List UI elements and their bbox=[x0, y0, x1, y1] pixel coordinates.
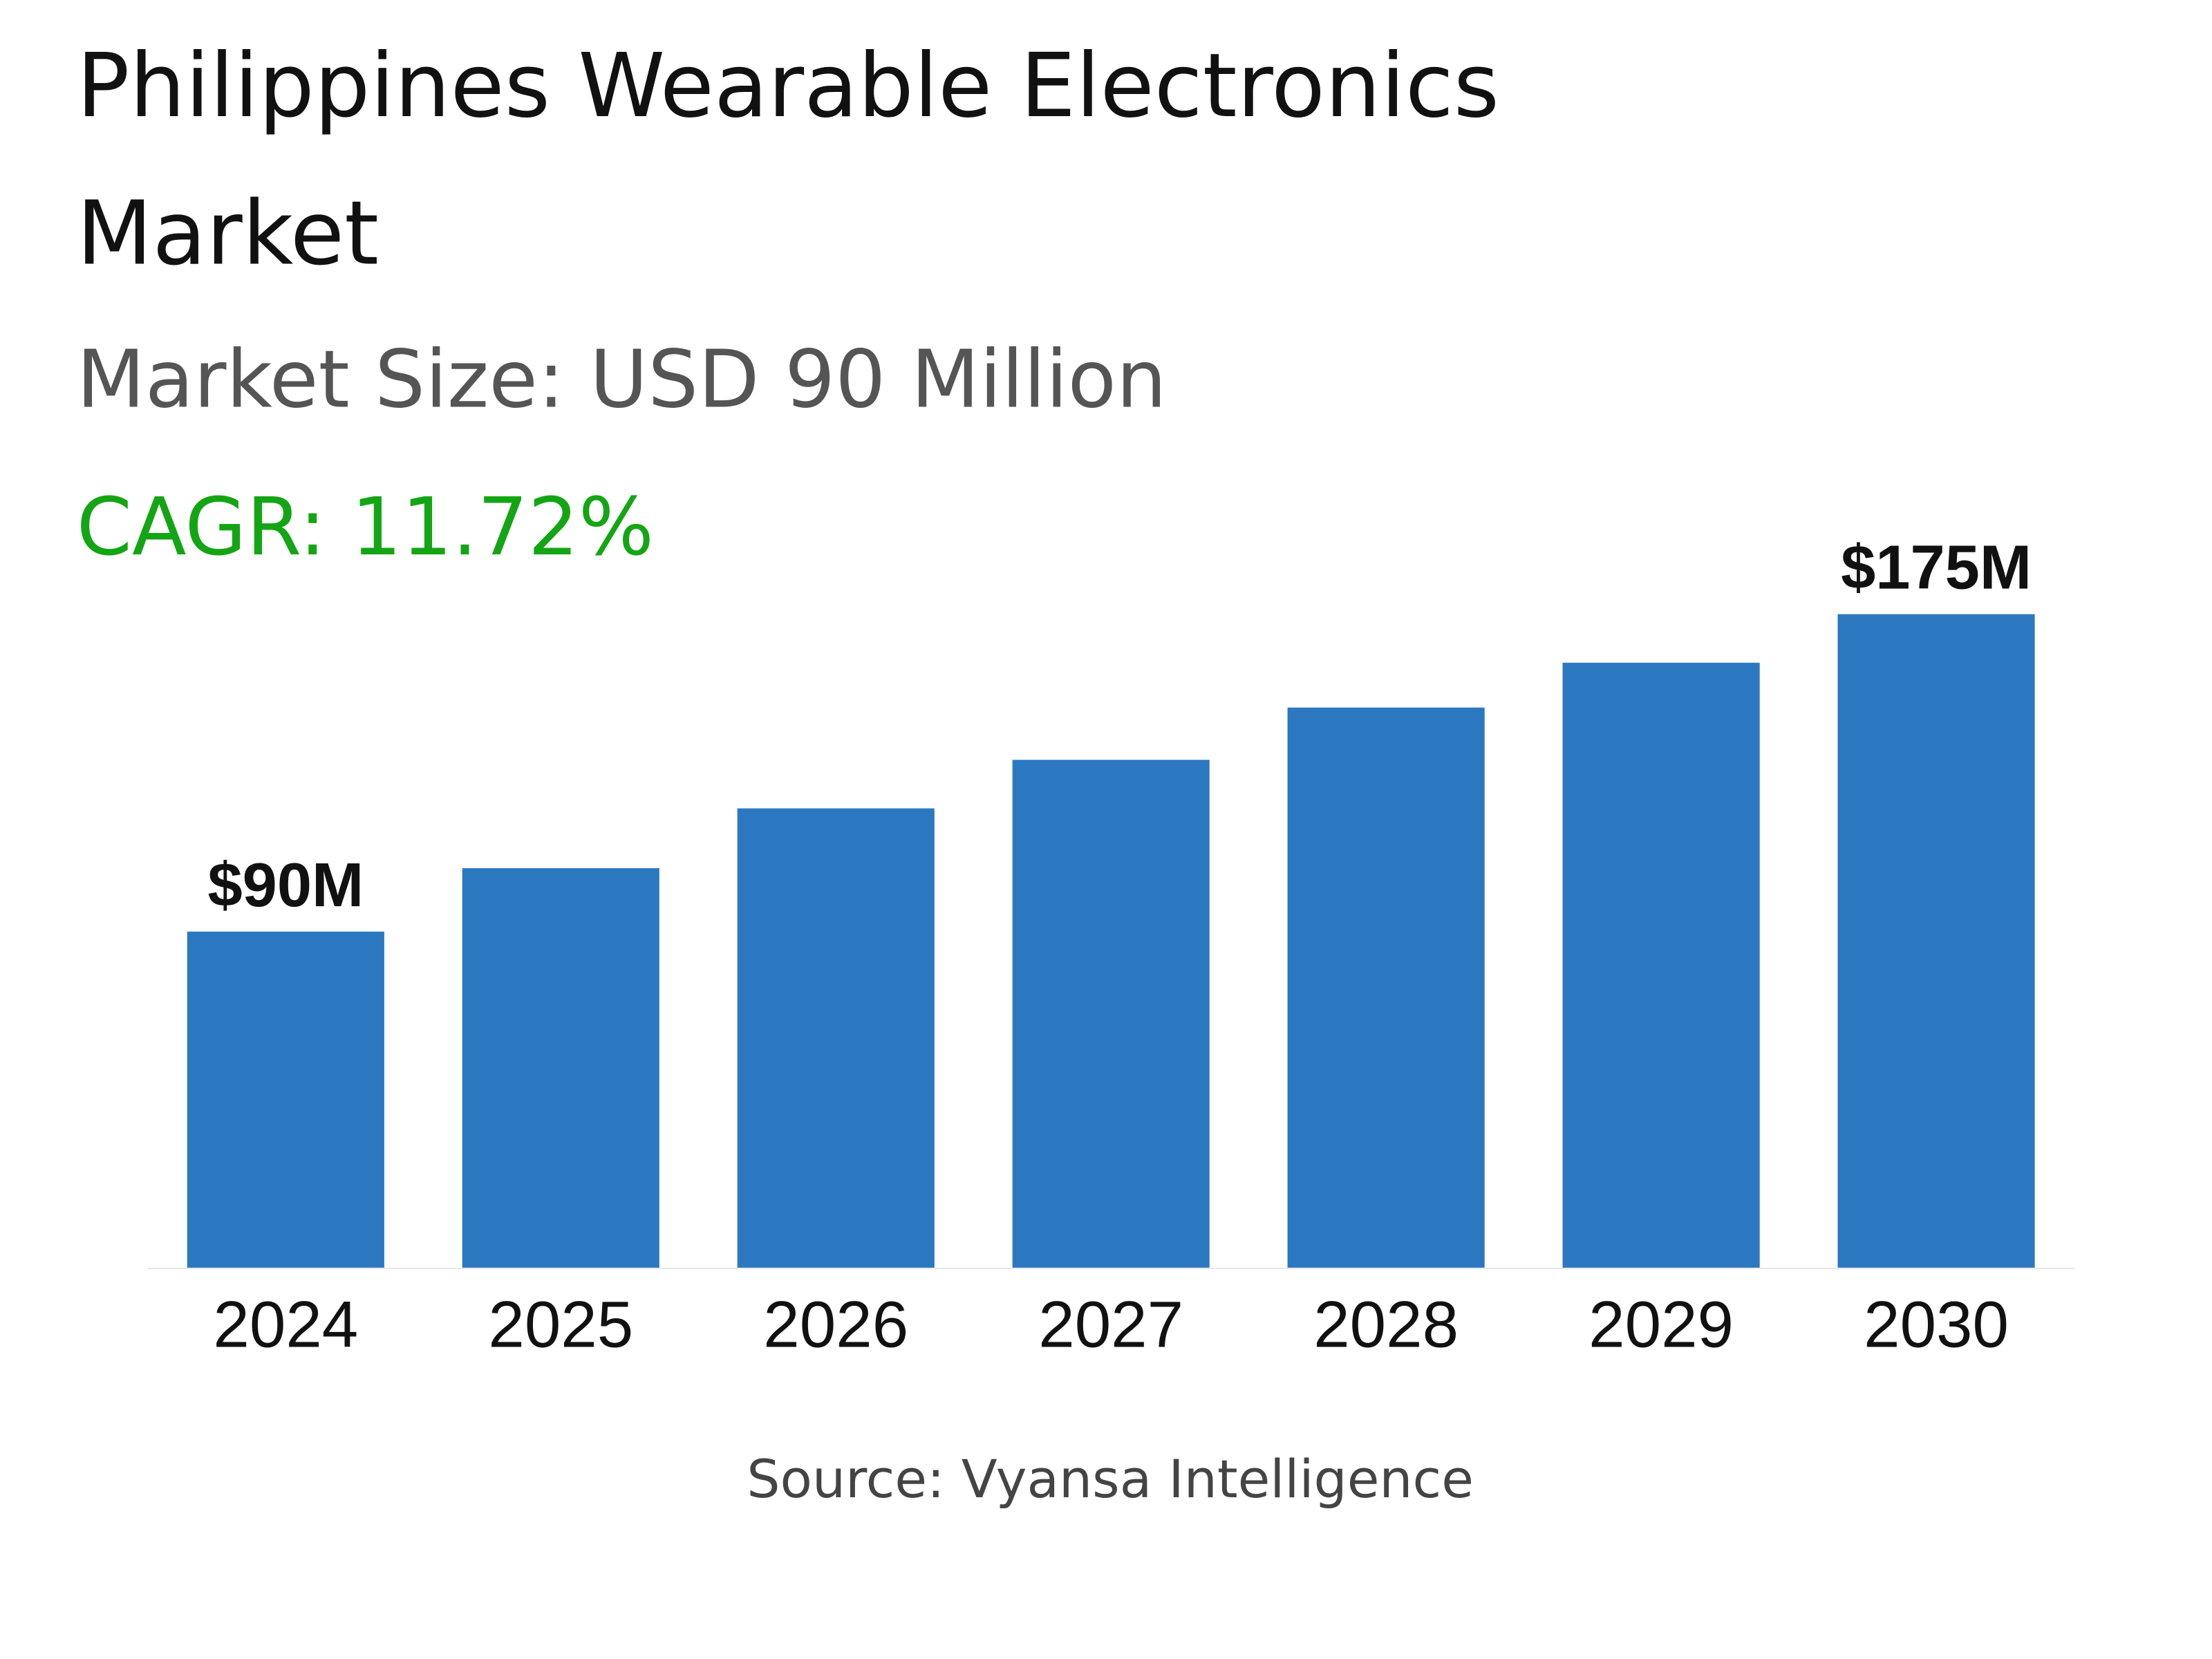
data-label-2024: $90M bbox=[207, 850, 364, 920]
bar-2027 bbox=[1012, 760, 1210, 1268]
x-tick-label-2028: 2028 bbox=[1313, 1288, 1459, 1361]
data-label-2030: $175M bbox=[1841, 533, 2032, 603]
x-tick-label-2027: 2027 bbox=[1038, 1288, 1183, 1361]
bar-2029 bbox=[1562, 662, 1760, 1268]
x-tick-label-2030: 2030 bbox=[1864, 1288, 2009, 1361]
x-tick-label-2029: 2029 bbox=[1588, 1288, 1734, 1361]
x-tick-label-2025: 2025 bbox=[488, 1288, 633, 1361]
bar-2028 bbox=[1287, 707, 1485, 1268]
source-note: Source: Vyansa Intelligence bbox=[747, 1449, 1474, 1510]
x-tick-label-2026: 2026 bbox=[763, 1288, 908, 1361]
chart-title-line1: Philippines Wearable Electronics bbox=[76, 34, 1500, 138]
bar-2024 bbox=[187, 931, 384, 1268]
market-size: Market Size: USD 90 Million bbox=[76, 335, 1167, 427]
bar-2026 bbox=[737, 808, 935, 1268]
cagr: CAGR: 11.72% bbox=[76, 482, 655, 574]
chart-title-line2: Market bbox=[76, 181, 379, 285]
x-tick-label-2024: 2024 bbox=[213, 1288, 358, 1361]
bar-2030 bbox=[1837, 614, 2035, 1268]
bar-2025 bbox=[462, 868, 659, 1268]
